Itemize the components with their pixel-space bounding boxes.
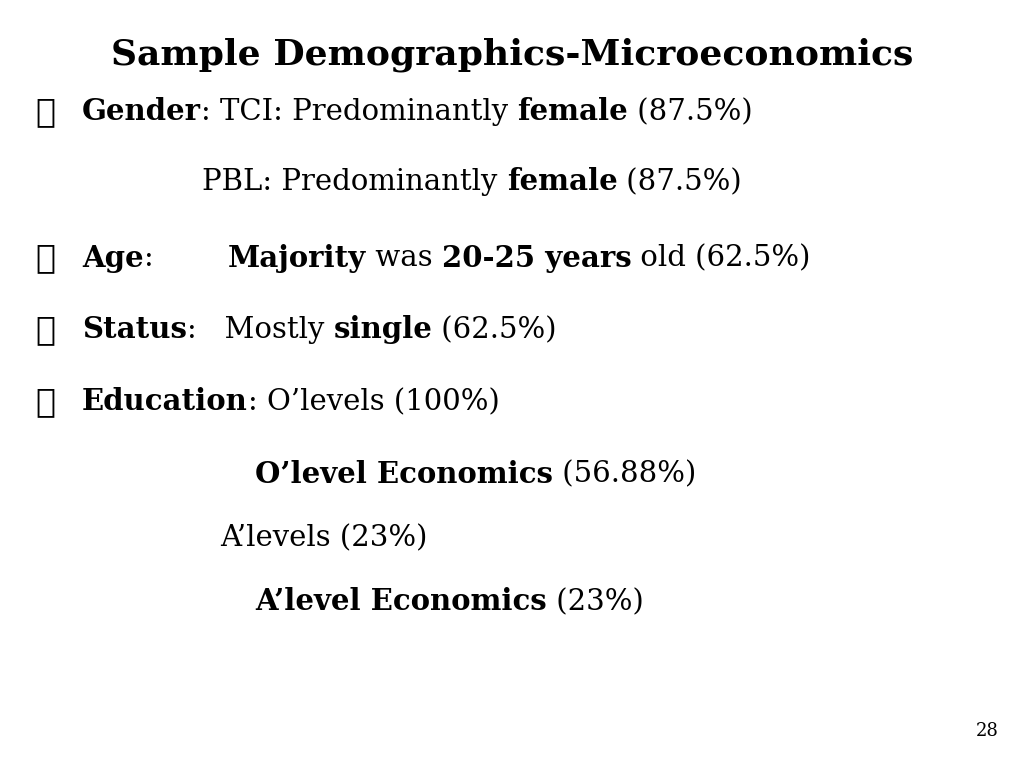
Text: old (62.5%): old (62.5%) [631,244,811,272]
Text: (56.88%): (56.88%) [553,460,696,488]
Text: single: single [334,316,432,345]
Text: : O’levels (100%): : O’levels (100%) [248,388,500,416]
Text: (87.5%): (87.5%) [617,168,742,196]
Text: : TCI: Predominantly: : TCI: Predominantly [201,98,517,126]
Text: ❖: ❖ [35,95,55,128]
Text: 20-25 years: 20-25 years [441,243,631,273]
Text: A’level Economics: A’level Economics [255,588,547,617]
Text: PBL: Predominantly: PBL: Predominantly [202,168,507,196]
Text: female: female [507,167,617,197]
Text: female: female [517,98,628,127]
Text: (87.5%): (87.5%) [628,98,753,126]
Text: Status: Status [82,316,187,345]
Text: was: was [366,244,441,272]
Text: (23%): (23%) [547,588,643,616]
Text: (62.5%): (62.5%) [432,316,557,344]
Text: Age: Age [82,243,143,273]
Text: ❖: ❖ [35,241,55,274]
Text: Gender: Gender [82,98,201,127]
Text: A’levels (23%): A’levels (23%) [220,524,427,552]
Text: Majority: Majority [227,243,366,273]
Text: Sample Demographics-Microeconomics: Sample Demographics-Microeconomics [111,38,913,72]
Text: :: : [143,244,227,272]
Text: Education: Education [82,388,248,416]
Text: 28: 28 [976,722,999,740]
Text: :   Mostly: : Mostly [187,316,334,344]
Text: ❖: ❖ [35,313,55,346]
Text: ❖: ❖ [35,386,55,419]
Text: O’level Economics: O’level Economics [255,459,553,488]
